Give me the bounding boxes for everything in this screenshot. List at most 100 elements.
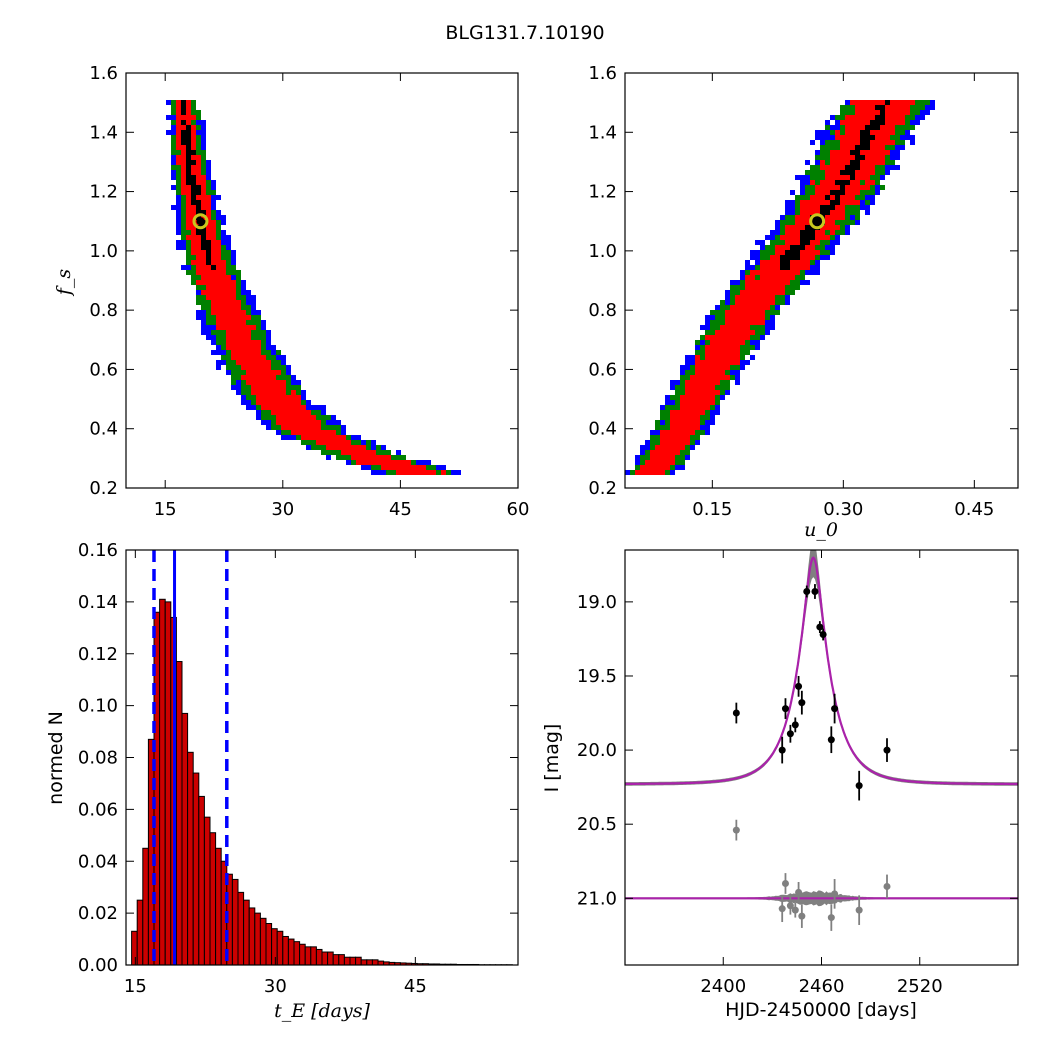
u0-fs-sigma2-cell [700,335,705,340]
u0-fs-sigma3-cell [675,465,680,470]
u0-fs-best-cell [835,195,840,200]
tE-fs-sigma2-cell [221,335,226,340]
tE-fs-sigma1-cell [181,125,186,130]
u0-fs-sigma1-cell [710,335,715,340]
tE-fs-sigma1-cell [231,315,236,320]
tE-fs-best-cell [186,145,191,150]
tE-fs-sigma3-cell [216,195,221,200]
tE-fs-sigma1-cell [226,280,231,285]
u0-fs-sigma1-cell [860,170,865,175]
u0-fs-sigma1-cell [690,400,695,405]
tE-fs-sigma3-cell [256,310,261,315]
tE-fs-sigma1-cell [246,315,251,320]
u0-fs-best-cell [785,260,790,265]
u0-fs-sigma2-cell [630,470,635,475]
u0-fs-sigma1-cell [900,115,905,120]
u0-fs-sigma2-cell [880,185,885,190]
tE-fs-sigma1-cell [261,375,266,380]
u0-fs-sigma2-cell [845,215,850,220]
u0-fs-sigma3-cell [775,220,780,225]
u0-fs-sigma1-cell [885,115,890,120]
u0-fs-sigma1-cell [835,160,840,165]
y-tick-label: 0.8 [588,300,617,321]
u0-fs-sigma2-cell [675,395,680,400]
u0-fs-sigma2-cell [720,390,725,395]
u0-fs-sigma1-cell [725,325,730,330]
u0-fs-sigma2-cell [755,335,760,340]
u0-fs-sigma2-cell [910,110,915,115]
u0-fs-sigma1-cell [740,295,745,300]
x-tick-label: 2520 [897,976,943,997]
u0-fs-sigma2-cell [710,325,715,330]
u0-fs-sigma1-cell [655,470,660,475]
u0-fs-sigma2-cell [645,450,650,455]
u0-fs-sigma1-cell [860,115,865,120]
tE-fs-sigma2-cell [271,355,276,360]
u0-fs-sigma1-cell [875,145,880,150]
u0-fs-sigma1-cell [875,135,880,140]
tE-fs-sigma1-cell [216,300,221,305]
u0-fs-sigma1-cell [825,170,830,175]
tE-fs-sigma1-cell [201,275,206,280]
tE-fs-sigma1-cell [246,325,251,330]
tE-fs-sigma1-cell [301,405,306,410]
tE-fs-sigma3-cell [221,235,226,240]
y-tick-label: 0.02 [78,903,118,924]
tE-fs-sigma1-cell [226,335,231,340]
u0-fs-sigma2-cell [820,155,825,160]
u0-fs-sigma3-cell [875,185,880,190]
tE-interval-lines [152,550,229,965]
tE-fs-sigma1-cell [406,465,411,470]
tE-fs-sigma2-cell [286,430,291,435]
u0-fs-sigma1-cell [885,130,890,135]
u0-fs-sigma1-cell [740,340,745,345]
tE-fs-sigma1-cell [176,140,181,145]
u0-fs-sigma3-cell [710,410,715,415]
tE-fs-sigma1-cell [191,235,196,240]
u0-fs-sigma1-cell [875,140,880,145]
u0-fs-sigma1-cell [845,115,850,120]
u0-fs-sigma1-cell [775,290,780,295]
tE-fs-sigma1-cell [391,465,396,470]
u0-fs-best-cell [790,245,795,250]
u0-fs-sigma1-cell [855,120,860,125]
u0-fs-sigma2-cell [855,215,860,220]
u0-fs-sigma2-cell [790,280,795,285]
tE-fs-sigma2-cell [236,280,241,285]
u0-fs-sigma1-cell [830,220,835,225]
u0-fs-sigma1-cell [730,325,735,330]
u0-fs-sigma1-cell [700,375,705,380]
u0-fs-sigma1-cell [695,395,700,400]
u0-fs-sigma2-cell [810,260,815,265]
u0-fs-sigma3-cell [635,455,640,460]
tE-fs-sigma1-cell [186,235,191,240]
tE-fs-sigma2-cell [206,185,211,190]
tE-fs-sigma1-cell [276,400,281,405]
u0-fs-sigma2-cell [885,145,890,150]
u0-fs-sigma1-cell [850,195,855,200]
tE-fs-sigma1-cell [191,250,196,255]
u0-fs-sigma1-cell [685,380,690,385]
tE-fs-sigma1-cell [246,360,251,365]
tE-fs-sigma3-cell [286,370,291,375]
u0-fs-sigma1-cell [820,200,825,205]
u0-fs-sigma1-cell [825,165,830,170]
tE-fs-sigma3-cell [286,365,291,370]
u0-fs-sigma1-cell [660,440,665,445]
u0-fs-best-cell [855,160,860,165]
tE-fs-sigma3-cell [251,305,256,310]
u0-fs-sigma1-cell [695,410,700,415]
tE-fs-sigma1-cell [256,400,261,405]
tE-fs-sigma2-cell [221,340,226,345]
u0-fs-sigma1-cell [855,180,860,185]
tE-fs-sigma3-cell [216,365,221,370]
u0-fs-sigma2-cell [690,365,695,370]
u0-fs-sigma1-cell [690,425,695,430]
u0-fs-sigma1-cell [750,315,755,320]
u0-fs-sigma2-cell [855,195,860,200]
u0-fs-sigma1-cell [800,205,805,210]
u0-fs-sigma1-cell [750,290,755,295]
u0-fs-sigma1-cell [795,230,800,235]
tE-histogram-bar [159,598,166,965]
tE-fs-sigma3-cell [246,300,251,305]
